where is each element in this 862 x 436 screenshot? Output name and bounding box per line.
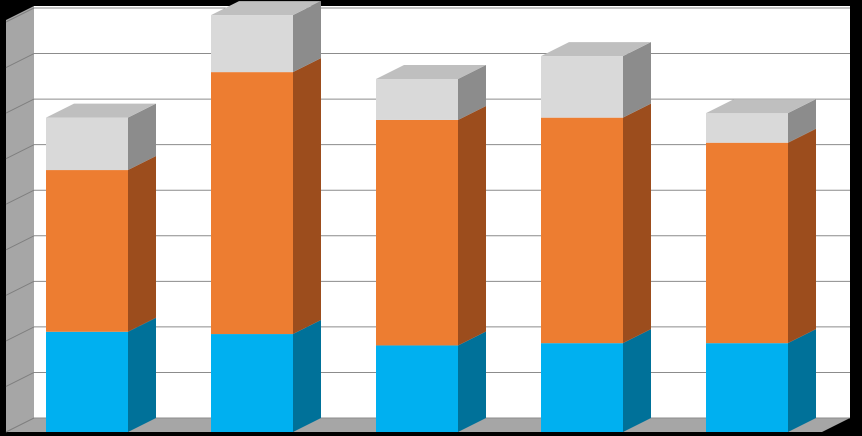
- gridline-side: [5, 235, 35, 251]
- bar-3-segment-1-side: [458, 331, 486, 432]
- bar-3-segment-3: [376, 78, 458, 120]
- bar-1-segment-1-side: [128, 317, 156, 432]
- bar-3-segment-2: [376, 119, 458, 346]
- gridline-side: [5, 98, 35, 114]
- gridline-side: [5, 371, 35, 387]
- bar-1-segment-3: [46, 117, 128, 171]
- bar-4-segment-3-side: [623, 42, 651, 118]
- gridline-side: [5, 280, 35, 296]
- bar-5-segment-1: [706, 343, 788, 432]
- bar-3-segment-3-side: [458, 64, 486, 120]
- bar-3-top: [376, 64, 486, 79]
- bar-4-segment-1-side: [623, 329, 651, 432]
- gridline-side: [5, 7, 35, 23]
- bar-2-segment-3-side: [293, 1, 321, 73]
- bar-1-segment-2: [46, 170, 128, 332]
- bar-5-segment-2-side: [788, 128, 816, 344]
- bar-2-segment-2: [211, 72, 293, 335]
- side-wall: [6, 6, 34, 432]
- gridline-side: [5, 189, 35, 205]
- bar-5-segment-1-side: [788, 329, 816, 432]
- bar-5-segment-2: [706, 142, 788, 344]
- bar-1-top: [46, 103, 156, 118]
- bar-4-segment-2: [541, 117, 623, 344]
- gridline-side: [5, 144, 35, 160]
- bar-1-segment-1: [46, 331, 128, 432]
- gridline-side: [5, 53, 35, 69]
- bar-1-segment-2-side: [128, 156, 156, 332]
- bar-3-segment-2-side: [458, 105, 486, 346]
- bar-5-top: [706, 99, 816, 114]
- gridline-side: [5, 326, 35, 342]
- bar-4-top: [541, 42, 651, 57]
- bar-4-segment-1: [541, 343, 623, 432]
- bar-2-segment-1: [211, 334, 293, 432]
- bar-2-segment-2-side: [293, 58, 321, 335]
- bar-4-segment-3: [541, 56, 623, 118]
- bar-2-segment-3: [211, 15, 293, 73]
- bar-2-top: [211, 1, 321, 16]
- bar-4-segment-2-side: [623, 103, 651, 344]
- bar-3-segment-1: [376, 345, 458, 432]
- gridline-side: [5, 417, 35, 433]
- bar-1-segment-3-side: [128, 103, 156, 171]
- bar-5-segment-3-side: [788, 99, 816, 143]
- bar-2-segment-1-side: [293, 320, 321, 432]
- bar-5-segment-3: [706, 113, 788, 143]
